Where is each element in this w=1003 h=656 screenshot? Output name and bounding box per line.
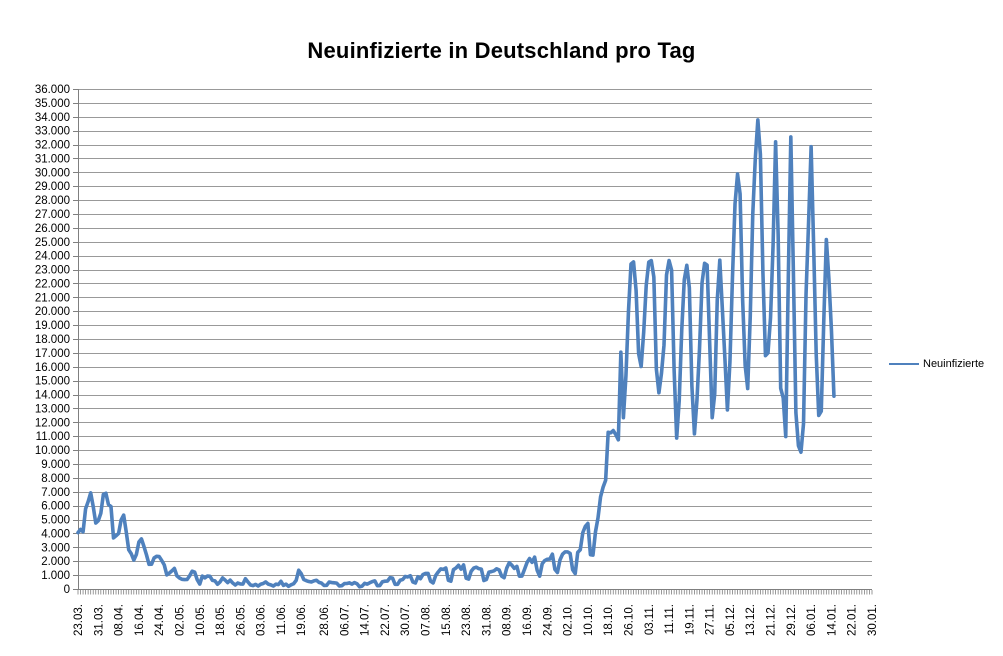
svg-text:08.09.: 08.09. — [502, 604, 514, 636]
svg-text:11.11.: 11.11. — [664, 604, 676, 634]
series-line-neuinfizierte — [76, 118, 836, 589]
svg-text:24.04.: 24.04. — [154, 604, 166, 636]
y-tick-marks — [73, 89, 78, 590]
svg-text:18.10.: 18.10. — [603, 604, 615, 636]
svg-text:18.05.: 18.05. — [215, 604, 227, 636]
svg-text:4.000: 4.000 — [41, 528, 70, 540]
legend-series-label: Neuinfizierte — [923, 358, 985, 370]
svg-text:30.07.: 30.07. — [400, 604, 412, 636]
svg-text:26.000: 26.000 — [35, 223, 70, 235]
svg-text:06.07.: 06.07. — [339, 604, 351, 636]
legend-line-swatch — [889, 363, 919, 365]
svg-text:13.12.: 13.12. — [745, 604, 757, 636]
svg-text:7.000: 7.000 — [41, 487, 70, 499]
svg-text:13.000: 13.000 — [35, 403, 70, 415]
svg-text:11.000: 11.000 — [36, 431, 70, 443]
svg-text:14.01.: 14.01. — [826, 604, 838, 636]
svg-text:16.04.: 16.04. — [134, 604, 146, 636]
svg-text:19.06.: 19.06. — [296, 604, 308, 636]
x-tick-labels: 23.03. 31.03. 08.04. 16.04. 24.04. 02.05. 10.0… — [73, 604, 879, 636]
svg-text:33.000: 33.000 — [35, 126, 70, 138]
svg-text:21.000: 21.000 — [35, 292, 70, 304]
svg-text:07.08.: 07.08. — [421, 604, 433, 636]
svg-text:23.08.: 23.08. — [461, 604, 473, 636]
svg-text:30.01.: 30.01. — [867, 604, 879, 636]
svg-text:29.12.: 29.12. — [786, 604, 798, 636]
svg-text:31.03.: 31.03. — [93, 604, 105, 636]
svg-text:26.10.: 26.10. — [623, 604, 635, 636]
svg-text:15.000: 15.000 — [35, 376, 70, 388]
x-tick-marks — [77, 590, 873, 595]
svg-text:21.12.: 21.12. — [766, 604, 778, 636]
svg-text:16.000: 16.000 — [35, 362, 70, 374]
svg-text:34.000: 34.000 — [35, 112, 70, 124]
svg-text:02.10.: 02.10. — [563, 604, 575, 636]
svg-text:10.10.: 10.10. — [583, 604, 595, 636]
svg-text:9.000: 9.000 — [41, 459, 70, 471]
svg-text:31.08.: 31.08. — [481, 604, 493, 636]
svg-text:27.11.: 27.11. — [705, 604, 717, 635]
svg-text:14.07.: 14.07. — [360, 604, 372, 636]
svg-text:17.000: 17.000 — [35, 348, 70, 360]
svg-text:11.06.: 11.06. — [276, 604, 288, 635]
svg-text:22.01.: 22.01. — [847, 604, 859, 636]
svg-text:03.11.: 03.11. — [644, 604, 656, 635]
svg-text:16.09.: 16.09. — [522, 604, 534, 636]
svg-text:0: 0 — [64, 584, 70, 596]
svg-text:32.000: 32.000 — [35, 140, 70, 152]
svg-text:12.000: 12.000 — [35, 417, 70, 429]
svg-text:8.000: 8.000 — [41, 473, 70, 485]
svg-text:10.000: 10.000 — [35, 445, 70, 457]
svg-text:08.04.: 08.04. — [114, 604, 126, 636]
legend: Neuinfizierte — [889, 357, 984, 371]
svg-text:23.000: 23.000 — [35, 265, 70, 277]
svg-text:30.000: 30.000 — [35, 167, 70, 179]
svg-text:36.000: 36.000 — [35, 84, 70, 96]
gridlines — [78, 89, 872, 576]
svg-text:24.09.: 24.09. — [542, 604, 554, 636]
axes — [78, 89, 872, 590]
svg-text:19.11.: 19.11. — [684, 604, 696, 635]
svg-text:31.000: 31.000 — [35, 153, 70, 165]
svg-text:05.12.: 05.12. — [725, 604, 737, 636]
svg-text:26.05.: 26.05. — [235, 604, 247, 636]
svg-text:06.01.: 06.01. — [806, 604, 818, 636]
svg-text:23.03.: 23.03. — [73, 604, 85, 636]
svg-text:18.000: 18.000 — [35, 334, 70, 346]
svg-text:29.000: 29.000 — [35, 181, 70, 193]
svg-text:22.07.: 22.07. — [380, 604, 392, 636]
svg-text:15.08.: 15.08. — [441, 604, 453, 636]
svg-text:10.05.: 10.05. — [195, 604, 207, 636]
svg-text:19.000: 19.000 — [35, 320, 70, 332]
svg-text:6.000: 6.000 — [41, 501, 70, 513]
svg-text:28.000: 28.000 — [35, 195, 70, 207]
svg-text:2.000: 2.000 — [41, 556, 70, 568]
svg-text:28.06.: 28.06. — [319, 604, 331, 636]
svg-text:02.05.: 02.05. — [174, 604, 186, 636]
svg-text:20.000: 20.000 — [35, 306, 70, 318]
svg-text:14.000: 14.000 — [35, 390, 70, 402]
svg-text:5.000: 5.000 — [41, 515, 70, 527]
svg-text:1.000: 1.000 — [41, 570, 70, 582]
svg-text:24.000: 24.000 — [35, 251, 70, 263]
svg-text:22.000: 22.000 — [35, 278, 70, 290]
svg-text:27.000: 27.000 — [35, 209, 70, 221]
svg-text:3.000: 3.000 — [41, 542, 70, 554]
chart-title: Neuinfizierte in Deutschland pro Tag — [307, 38, 696, 63]
svg-text:25.000: 25.000 — [35, 237, 70, 249]
svg-text:03.06.: 03.06. — [256, 604, 268, 636]
svg-text:35.000: 35.000 — [35, 98, 70, 110]
